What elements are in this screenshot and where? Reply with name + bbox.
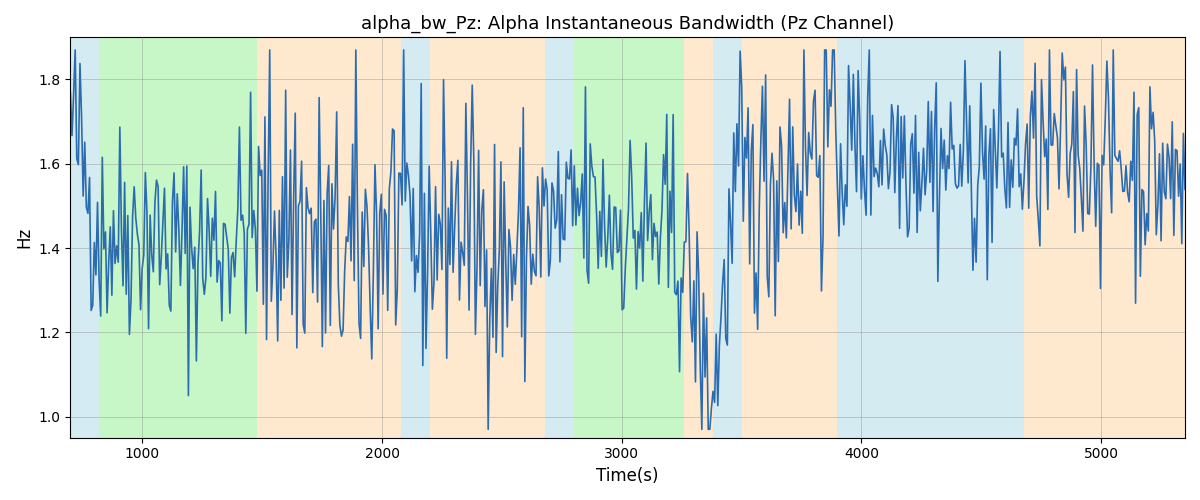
X-axis label: Time(s): Time(s) <box>596 467 659 485</box>
Bar <box>257 38 401 438</box>
Bar <box>742 38 838 438</box>
Bar <box>100 38 257 438</box>
Bar <box>430 38 545 438</box>
Title: alpha_bw_Pz: Alpha Instantaneous Bandwidth (Pz Channel): alpha_bw_Pz: Alpha Instantaneous Bandwid… <box>361 15 894 34</box>
Bar <box>401 38 430 438</box>
Bar <box>838 38 1025 438</box>
Y-axis label: Hz: Hz <box>14 227 32 248</box>
Bar <box>684 38 713 438</box>
Bar <box>574 38 684 438</box>
Bar <box>71 38 100 438</box>
Bar <box>1025 38 1186 438</box>
Bar <box>713 38 742 438</box>
Bar <box>545 38 574 438</box>
